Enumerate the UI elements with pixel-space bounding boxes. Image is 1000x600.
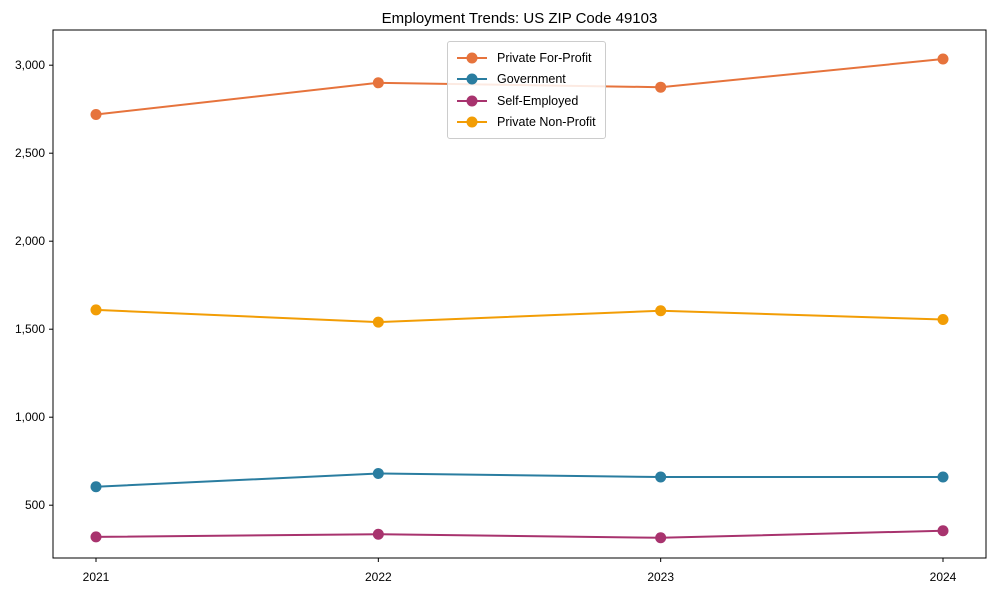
series-line-self-employed: [95, 529, 944, 539]
data-point-marker-private-for-profit: [90, 108, 102, 120]
data-point-marker-self-employed: [655, 532, 667, 544]
y-axis-tick-label: 3,000: [15, 58, 45, 72]
y-axis-tick-label: 2,000: [15, 234, 45, 248]
legend-label: Private For-Profit: [497, 50, 592, 65]
legend-swatch-icon: [457, 95, 487, 107]
x-axis-tick-label: 2022: [365, 570, 392, 584]
data-point-marker-private-for-profit: [937, 53, 949, 65]
legend-item-private-non-profit: Private Non-Profit: [457, 112, 596, 134]
legend-label: Private Non-Profit: [497, 115, 596, 130]
y-axis-tick-label: 500: [25, 498, 45, 512]
data-point-marker-government: [655, 471, 667, 483]
legend-swatch-icon: [457, 52, 487, 64]
plot-area-frame: [52, 29, 987, 559]
data-point-marker-private-non-profit: [372, 316, 384, 328]
legend-label: Self-Employed: [497, 93, 579, 108]
legend-swatch-icon: [457, 116, 487, 128]
series-line-government: [95, 472, 943, 488]
x-axis-tick-label: 2021: [83, 570, 110, 584]
chart-title: Employment Trends: US ZIP Code 49103: [381, 10, 658, 27]
legend-item-private-for-profit: Private For-Profit: [457, 47, 596, 69]
data-point-marker-government: [937, 471, 949, 483]
data-point-marker-private-for-profit: [655, 81, 667, 93]
legend-item-self-employed: Self-Employed: [457, 90, 596, 112]
data-point-marker-private-non-profit: [655, 305, 667, 317]
legend-label: Government: [497, 72, 566, 87]
y-axis-tick-label: 2,500: [15, 146, 45, 160]
series-line-private-non-profit: [95, 308, 944, 324]
x-axis-tick-label: 2024: [930, 570, 957, 584]
data-point-marker-self-employed: [372, 528, 384, 540]
data-point-marker-government: [90, 481, 102, 493]
data-point-marker-private-non-profit: [937, 314, 949, 326]
y-axis-tick-label: 1,000: [15, 410, 45, 424]
legend: Private For-Profit Government Self-Emplo…: [447, 41, 606, 139]
legend-swatch-icon: [457, 73, 487, 85]
data-point-marker-self-employed: [90, 531, 102, 543]
data-point-marker-private-non-profit: [90, 304, 102, 316]
x-axis-tick-label: 2023: [647, 570, 674, 584]
data-point-marker-self-employed: [937, 525, 949, 537]
y-axis-tick-label: 1,500: [15, 322, 45, 336]
legend-item-government: Government: [457, 69, 596, 91]
data-point-marker-government: [372, 468, 384, 480]
data-point-marker-private-for-profit: [372, 77, 384, 89]
